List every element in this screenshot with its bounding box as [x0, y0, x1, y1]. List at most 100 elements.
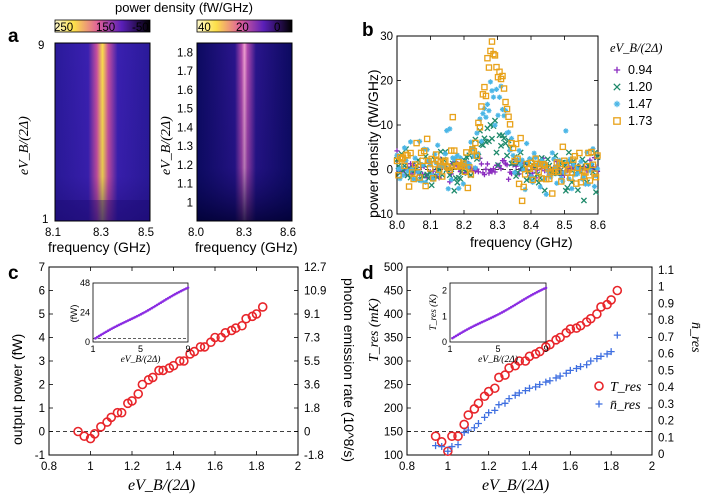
panel-c-xtick-label: 2	[295, 461, 301, 473]
heatmap-left-ytick-9: 9	[38, 40, 44, 52]
panel-d-xtick-label: 0.8	[399, 461, 415, 473]
panel-b-point-1.47	[590, 146, 596, 152]
panel-b-point-1.73	[505, 113, 512, 121]
panel-b-point-1.47	[465, 164, 471, 170]
panel-d-xtick-label: 1.6	[562, 461, 578, 473]
panel-c-xtick-label: 1.6	[207, 461, 223, 473]
panel-b-point-0.94	[478, 161, 485, 167]
panel-b-point-1.47	[581, 174, 587, 180]
panel-d-point-tres	[534, 346, 545, 357]
panel-b-point-1.73	[491, 52, 499, 59]
panel-c-ytick-right-label: 7.3	[304, 333, 320, 345]
panel-b-point-1.73	[561, 157, 568, 164]
panel-d-point-tres	[473, 398, 484, 409]
panel-b-point-1.47	[524, 140, 530, 147]
panel-b-point-1.73	[586, 177, 594, 184]
heatmap-left	[54, 42, 151, 222]
panel-b-point-1.20	[594, 154, 601, 161]
panel-c-ytick-label: 6	[39, 286, 45, 298]
panel-d-inset-xtick: 9	[543, 344, 548, 354]
panel-b-legend-marker-1.47	[613, 100, 621, 108]
panel-b-point-1.47	[445, 186, 451, 192]
heatmap-right-ylabel: eV_B/(2Δ)	[159, 116, 174, 175]
panel-b-point-1.73	[529, 176, 536, 184]
panel-d-ytick-right-label: 0.8	[658, 315, 674, 327]
panel-c-point	[73, 426, 83, 437]
panel-d-point-tres	[545, 339, 555, 350]
panel-b-point-1.47	[560, 178, 566, 184]
heatmap-left-ytick-1: 1	[42, 214, 48, 226]
panel-d-point-nres	[577, 363, 585, 371]
panel-b-point-1.73	[420, 147, 428, 155]
panel-b-xtick-label: 8.1	[423, 220, 439, 232]
panel-d-point-tres	[500, 370, 510, 380]
panel-label-a: a	[8, 26, 19, 47]
panel-b-point-1.47	[460, 181, 466, 187]
panel-b-legend-marker-1.73	[613, 117, 621, 125]
panel-d-point-nres	[511, 391, 519, 399]
panel-c-point	[158, 365, 168, 376]
panel-d-point-tres	[469, 404, 480, 414]
panel-b-point-1.20	[503, 152, 511, 159]
heatmap-left-xtick-1: 8.3	[93, 227, 109, 239]
panel-b-point-1.47	[528, 173, 534, 180]
panel-d-ytick-label: 200	[384, 403, 403, 415]
heatmap-right-ytick: 1.5	[177, 104, 193, 116]
panel-c-ytick-right-label: 5.5	[304, 356, 320, 368]
heatmap-right-ytick: 1.7	[177, 66, 193, 78]
panel-b-point-1.73	[466, 164, 473, 171]
panel-b-point-1.47	[423, 179, 429, 185]
panel-b-point-1.73	[588, 148, 595, 156]
panel-b-point-1.47	[456, 185, 462, 191]
heatmap-right-ytick: 1.3	[177, 141, 193, 153]
panel-b-point-1.73	[472, 139, 479, 147]
panel-b-point-1.20	[580, 197, 587, 204]
panel-d-point-nres	[613, 331, 621, 339]
panel-d-point-nres	[470, 424, 478, 432]
panel-b-point-1.73	[482, 92, 490, 100]
panel-b-point-0.94	[394, 148, 400, 154]
panel-b-point-1.47	[489, 88, 495, 94]
panel-c-point	[127, 396, 137, 406]
panel-c-ytick-label: 5	[39, 309, 45, 321]
panel-c-ytick-label: 7	[39, 262, 45, 274]
panel-d-ytick-label: 400	[384, 309, 403, 321]
heatmap-left-ylabel: eV_B/(2Δ)	[17, 116, 32, 175]
panel-b-point-1.47	[484, 101, 491, 107]
panel-d-ylabel: T_res (mK)	[367, 298, 382, 362]
panel-b-ytick-label: 0	[387, 165, 393, 177]
panel-b-point-1.20	[523, 177, 530, 184]
panel-c-ytick-right-label: 3.6	[304, 380, 320, 392]
panel-b-point-1.47	[435, 142, 441, 148]
panel-c-ytick-label: 2	[39, 380, 45, 392]
panel-d-ytick-right-label: 0.5	[658, 365, 674, 377]
panel-c-inset-ylabel: (fW)	[69, 305, 80, 323]
panel-c-ytick-right-label: 0	[304, 427, 310, 439]
panel-c-xtick-label: 1	[87, 461, 93, 473]
panel-b-point-1.20	[494, 162, 502, 169]
panel-b-point-1.73	[464, 184, 472, 192]
panel-c-ylabel: output power (fW)	[9, 334, 25, 445]
panel-b-point-1.20	[564, 184, 571, 191]
panel-c-point	[112, 407, 123, 418]
panel-b-point-1.20	[574, 187, 581, 194]
panel-b-point-1.47	[401, 145, 408, 151]
panel-b-xtick-label: 8.0	[389, 220, 405, 232]
panel-d-ytick-right-label: 0.4	[658, 382, 675, 394]
panel-d-point-nres	[464, 426, 472, 434]
panel-c-point	[241, 313, 251, 324]
panel-c-ytick-right-label: -1.8	[304, 450, 324, 462]
panel-c-point	[106, 412, 117, 423]
panel-b-point-1.47	[501, 113, 507, 119]
panel-d-ytick-right-label: 0.2	[658, 416, 674, 428]
panel-c-ylabel-right: photon emission rate (10^8/s)	[341, 278, 357, 462]
panel-b-point-1.73	[395, 171, 402, 179]
heatmap-left-xtick-0: 8.1	[45, 227, 61, 239]
panel-c-point	[220, 327, 231, 338]
panel-b-point-1.47	[483, 114, 489, 120]
panel-b-point-1.47	[466, 161, 472, 167]
panel-d-point-nres	[572, 365, 580, 373]
panel-b-point-1.47	[527, 156, 533, 162]
panel-c-inset-ytick: 48	[80, 278, 90, 288]
panel-b-point-1.47	[499, 106, 506, 113]
